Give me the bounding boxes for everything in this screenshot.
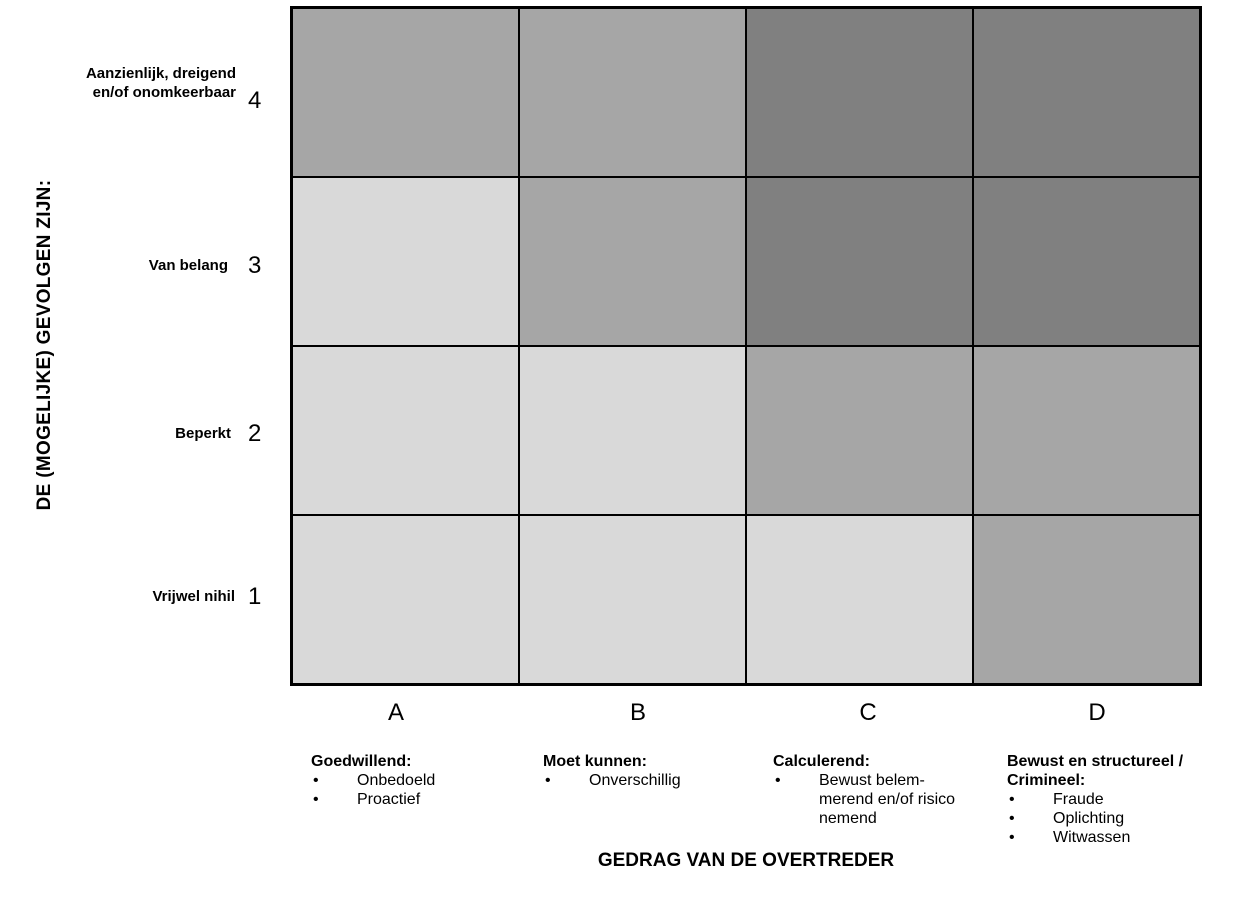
heatmap-cell-1-b — [519, 515, 746, 684]
list-item: Proactief — [311, 790, 511, 809]
heatmap-cell-1-c — [746, 515, 973, 684]
heatmap-cell-2-b — [519, 346, 746, 515]
col-letter-c: C — [859, 699, 877, 726]
heatmap-cell-3-b — [519, 177, 746, 346]
list-item: Bewust belem-merend en/of risico nemend — [773, 771, 979, 828]
heatmap-cell-3-a — [292, 177, 519, 346]
col-desc-d: Bewust en structureel / Crimineel: Fraud… — [1007, 752, 1237, 847]
row-number-2: 2 — [248, 420, 262, 447]
col-letter-b: B — [629, 699, 646, 726]
list-item: Onverschillig — [543, 771, 743, 790]
heatmap-cell-4-a — [292, 8, 519, 177]
col-desc-title: Calculerend: — [773, 753, 870, 770]
heatmap-cell-4-d — [973, 8, 1200, 177]
list-item: Witwassen — [1007, 828, 1237, 847]
col-desc-b: Moet kunnen: Onverschillig — [543, 752, 743, 790]
list-item: Oplichting — [1007, 809, 1237, 828]
row-label-4: Aanzienlijk, dreigend en/of onomkeerbaar — [85, 65, 236, 101]
heatmap-cell-4-b — [519, 8, 746, 177]
row-number-1: 1 — [248, 583, 262, 610]
col-desc-c: Calculerend: Bewust belem-merend en/of r… — [773, 752, 979, 828]
heatmap-cell-2-a — [292, 346, 519, 515]
row-number-4: 4 — [248, 87, 262, 114]
col-letter-d: D — [1088, 699, 1106, 726]
heatmap-cell-2-d — [973, 346, 1200, 515]
heatmap-cell-2-c — [746, 346, 973, 515]
list-item: Fraude — [1007, 790, 1237, 809]
col-letter-a: A — [387, 699, 404, 726]
col-desc-title: Goedwillend: — [311, 753, 412, 770]
heatmap-cell-3-d — [973, 177, 1200, 346]
row-number-3: 3 — [248, 252, 262, 279]
row-label-1: Vrijwel nihil — [152, 588, 235, 605]
col-desc-a: Goedwillend: Onbedoeld Proactief — [311, 752, 511, 809]
heatmap-cell-1-d — [973, 515, 1200, 684]
heatmap-cell-4-c — [746, 8, 973, 177]
row-label-2: Beperkt — [175, 425, 231, 442]
row-label-3: Van belang — [148, 257, 228, 274]
list-item: Onbedoeld — [311, 771, 511, 790]
y-axis-title: DE (MOGELIJKE) GEVOLGEN ZIJN: — [34, 179, 55, 511]
heatmap-cell-1-a — [292, 515, 519, 684]
col-desc-title: Moet kunnen: — [543, 753, 647, 770]
x-axis-title: GEDRAG VAN DE OVERTREDER — [597, 850, 895, 871]
col-desc-title: Bewust en structureel / Crimineel: — [1007, 753, 1184, 789]
heatmap-grid — [290, 6, 1202, 686]
heatmap-cell-3-c — [746, 177, 973, 346]
